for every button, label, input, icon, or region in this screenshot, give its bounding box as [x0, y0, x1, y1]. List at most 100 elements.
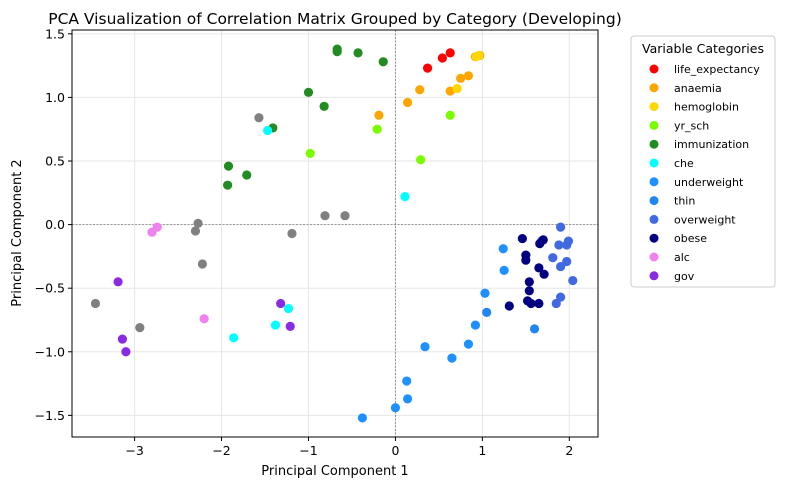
x-axis-title: Principal Component 1	[261, 464, 408, 479]
scatter-point	[402, 376, 412, 386]
legend-label: obese	[674, 232, 707, 245]
y-tick-label: 0.0	[45, 217, 65, 232]
scatter-point	[340, 211, 350, 221]
y-tick-label: 1.0	[45, 90, 65, 105]
x-tick-label: −3	[125, 443, 143, 458]
scatter-point	[499, 265, 509, 275]
y-axis-ticks: −1.5 −1.0 −0.5 0.0 0.5 1.0 1.5	[35, 26, 72, 423]
scatter-point	[319, 101, 329, 111]
scatter-point	[445, 86, 455, 96]
scatter-point	[285, 321, 295, 331]
y-tick-label: 0.5	[45, 154, 65, 169]
legend-entry-che: che	[649, 157, 694, 170]
y-axis-title: Principal Component 2	[10, 159, 25, 306]
series-unlabeled	[90, 113, 350, 333]
legend-marker	[649, 139, 659, 149]
legend-label: che	[674, 157, 694, 170]
legend-marker	[649, 252, 659, 262]
legend-label: immunization	[674, 138, 749, 151]
scatter-point	[400, 192, 410, 202]
scatter-point	[223, 180, 233, 190]
legend-marker	[649, 214, 659, 224]
legend-entry-alc: alc	[649, 251, 690, 264]
scatter-point	[199, 314, 209, 324]
legend-entry-underweight: underweight	[649, 176, 744, 189]
scatter-point	[482, 307, 492, 317]
scatter-point	[524, 286, 534, 296]
legend-entry-yr_sch: yr_sch	[649, 119, 709, 132]
scatter-point	[539, 269, 549, 279]
x-tick-label: −1	[299, 443, 317, 458]
legend-marker	[649, 64, 659, 74]
scatter-point	[556, 261, 566, 272]
scatter-point	[332, 47, 342, 57]
legend-label: gov	[674, 270, 695, 283]
legend-marker	[649, 233, 659, 243]
legend-box	[630, 35, 776, 288]
scatter-point	[147, 227, 157, 237]
legend-marker	[649, 102, 659, 112]
scatter-point	[445, 110, 455, 120]
scatter-point	[197, 259, 208, 269]
scatter-point	[117, 334, 128, 344]
x-tick-label: −2	[212, 443, 230, 458]
scatter-point	[374, 110, 384, 120]
scatter-point	[556, 222, 566, 232]
scatter-point	[548, 253, 558, 263]
scatter-point	[263, 125, 273, 136]
scatter-point	[378, 57, 388, 67]
scatter-point	[521, 255, 531, 265]
y-tick-label: −1.5	[35, 408, 65, 423]
legend-entry-thin: thin	[649, 195, 695, 208]
series-yr_sch	[305, 110, 455, 165]
scatter-point	[480, 288, 490, 298]
legend-marker	[649, 158, 659, 168]
legend-label: hemoglobin	[674, 101, 739, 114]
scatter-point	[372, 124, 382, 134]
series-overweight	[536, 222, 578, 309]
scatter-point	[402, 97, 413, 108]
scatter-point	[254, 113, 264, 123]
plot-frame	[71, 29, 599, 438]
legend-label: overweight	[674, 213, 736, 226]
scatter-point	[422, 63, 433, 73]
series-alc	[147, 222, 209, 324]
scatter-point	[353, 48, 363, 58]
legend-entry-hemoglobin: hemoglobin	[649, 101, 739, 114]
legend-title: Variable Categories	[642, 41, 764, 56]
scatter-point	[534, 263, 544, 273]
series-obese	[504, 233, 549, 311]
scatter-point	[320, 211, 330, 221]
legend-entry-overweight: overweight	[649, 213, 736, 226]
x-tick-label: 2	[565, 443, 573, 458]
legend-entry-immunization: immunization	[649, 138, 749, 151]
legend-marker	[649, 120, 659, 130]
scatter-point	[229, 333, 239, 343]
scatter-point	[535, 239, 545, 249]
chart-title: PCA Visualization of Correlation Matrix …	[48, 10, 622, 28]
legend-marker	[649, 271, 659, 281]
series-thin	[482, 307, 540, 334]
legend-label: yr_sch	[674, 119, 709, 132]
scatter-point	[242, 170, 252, 180]
scatter-point	[303, 87, 314, 97]
series-hemoglobin	[452, 50, 484, 94]
series-gov	[113, 277, 295, 357]
scatter-point	[551, 298, 561, 309]
scatter-point	[447, 353, 457, 363]
data-points	[90, 44, 578, 423]
scatter-point	[190, 226, 201, 236]
legend-marker	[649, 196, 659, 206]
scatter-point	[474, 50, 484, 61]
scatter-point	[562, 256, 572, 267]
scatter-point	[402, 394, 413, 404]
legend-label: underweight	[674, 176, 744, 189]
scatter-point	[517, 233, 527, 244]
legend-label: alc	[674, 251, 690, 264]
scatter-point	[470, 320, 481, 330]
scatter-point	[456, 73, 466, 83]
scatter-point	[287, 228, 297, 239]
scatter-point	[223, 161, 234, 171]
legend-entry-gov: gov	[649, 270, 695, 283]
